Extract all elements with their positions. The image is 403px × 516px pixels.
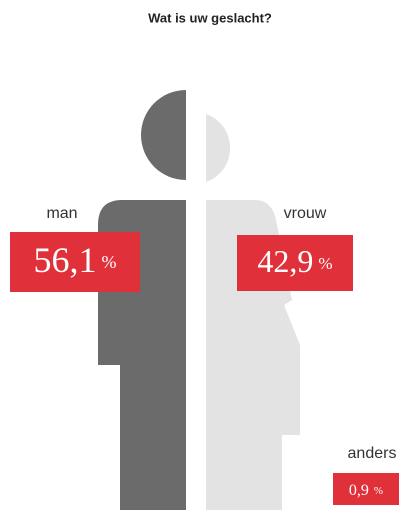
value-box <box>237 235 353 291</box>
value-unit: % <box>102 252 117 272</box>
value-number: 56,1 <box>34 240 97 280</box>
figures <box>98 90 300 510</box>
value-label: 56,1% <box>34 240 117 280</box>
woman-head <box>206 114 231 182</box>
chart-title: Wat is uw geslacht? <box>148 10 272 25</box>
value-unit: % <box>318 254 332 273</box>
value-box <box>333 473 399 505</box>
value-label: 42,9% <box>257 243 332 279</box>
category-label: anders <box>348 445 397 462</box>
category-label: man <box>46 205 77 222</box>
category-label: vrouw <box>284 205 327 222</box>
value-box <box>10 232 140 292</box>
value-unit: % <box>374 485 383 497</box>
value-label: 0,9% <box>349 482 383 499</box>
value-number: 42,9 <box>257 243 313 279</box>
value-number: 0,9 <box>349 482 369 499</box>
man-head <box>141 90 186 180</box>
